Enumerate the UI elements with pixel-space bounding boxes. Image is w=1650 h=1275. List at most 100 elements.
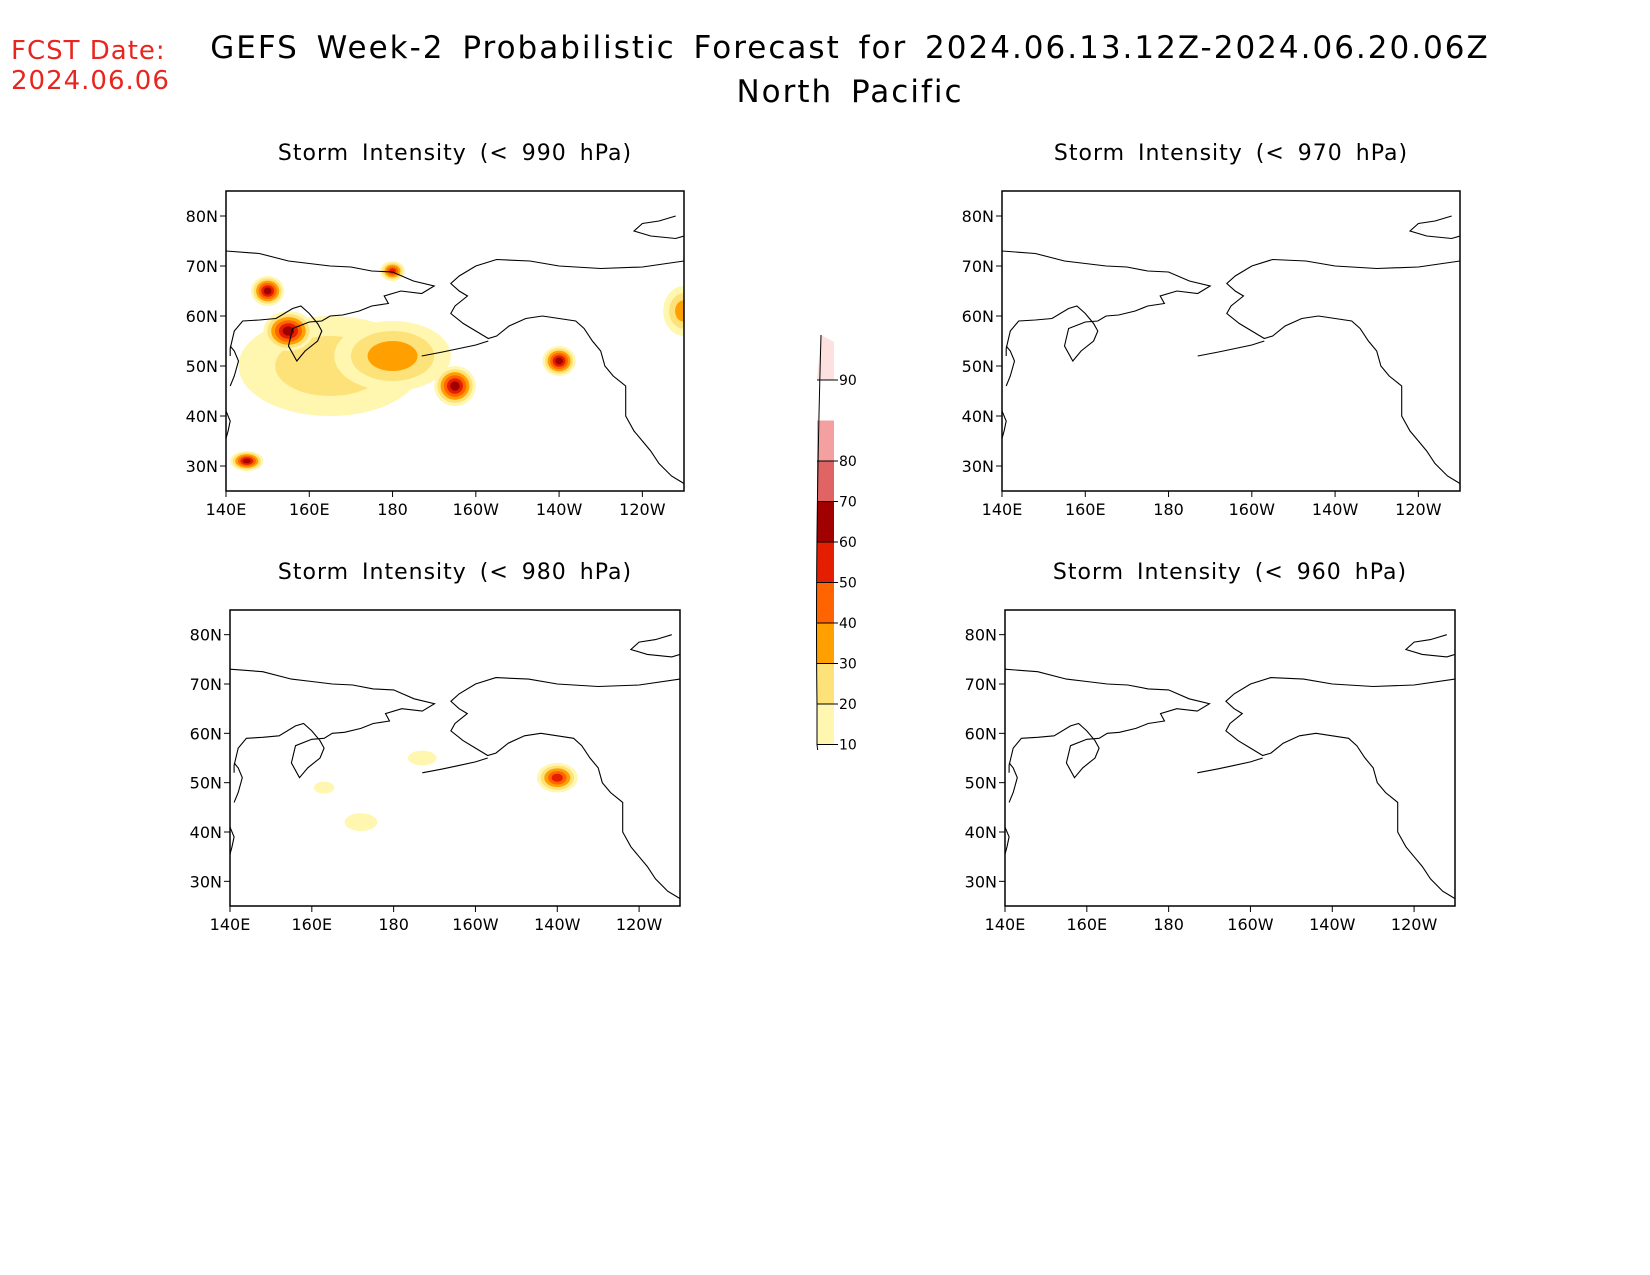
lat-label: 30N (965, 872, 997, 891)
lon-label: 160W (1227, 915, 1274, 934)
lon-label: 140E (206, 500, 247, 519)
main-title: GEFS Week-2 Probabilistic Forecast for 2… (210, 30, 1490, 66)
lat-label: 50N (962, 357, 994, 376)
map-frame (1001, 190, 1461, 492)
lon-label: 180 (1153, 500, 1184, 519)
lat-label: 60N (965, 724, 997, 743)
probability-colorbar: 10 20 30 40 50 60 70 80 90 (816, 334, 857, 750)
lon-label: 180 (377, 500, 408, 519)
lat-label: 50N (186, 357, 218, 376)
lon-label: 120W (616, 915, 663, 934)
colorbar-label: 50 (839, 576, 857, 592)
lat-label: 80N (186, 207, 218, 226)
lon-label: 140W (1312, 500, 1359, 519)
colorbar-label: 90 (839, 373, 857, 389)
colorbar-label: 60 (839, 535, 857, 551)
lat-label: 30N (186, 457, 218, 476)
lat-label: 40N (186, 407, 218, 426)
lat-label: 80N (190, 626, 222, 645)
probability-area (675, 300, 684, 322)
fcst-date: 2024.06.06 (11, 66, 170, 96)
coastline (1002, 410, 1007, 439)
colorbar-segment (817, 420, 834, 461)
forecast-date-label: FCST Date: 2024.06.06 (11, 36, 170, 96)
map-frame (1004, 609, 1456, 907)
map-frame (225, 190, 685, 492)
colorbar-label: 20 (839, 697, 857, 713)
lon-label: 140W (536, 500, 583, 519)
panel-title: Storm Intensity (< 970 hPa) (1053, 141, 1409, 166)
map-frame (229, 609, 681, 907)
lon-label: 180 (1153, 915, 1184, 934)
colorbar-label: 70 (839, 495, 857, 511)
lat-label: 60N (962, 307, 994, 326)
region-subtitle: North Pacific (736, 74, 964, 110)
probability-area (367, 341, 418, 371)
colorbar-segment (817, 663, 834, 704)
coastline (1404, 634, 1455, 658)
lat-label: 70N (186, 257, 218, 276)
lat-label: 40N (190, 823, 222, 842)
coastline (1002, 250, 1212, 362)
lon-label: 180 (378, 915, 409, 934)
map-svg: 80N 70N 60N 50N 40N 30N 140E 160E 180 160W 140W 120… (190, 609, 681, 934)
lon-label: 140W (1309, 915, 1356, 934)
colorbar-outline (816, 334, 822, 750)
map-svg: 80N 70N 60N 50N 40N 30N 140E 160E 180 160W 140W 120… (186, 190, 685, 519)
panel-title: Storm Intensity (< 960 hPa) (1052, 560, 1408, 585)
fcst-label: FCST Date: (11, 36, 166, 66)
coastline (1005, 345, 1016, 387)
coastline (449, 258, 684, 484)
colorbar-segment (817, 704, 834, 745)
lon-label: 160E (291, 915, 332, 934)
map-svg: 80N 70N 60N 50N 40N 30N 140E 160E 180 160W 140W 120… (965, 609, 1456, 934)
lat-label: 30N (190, 872, 222, 891)
coastline (422, 757, 488, 774)
coastline (1005, 668, 1211, 779)
coastline (1197, 340, 1265, 357)
lon-label: 160E (1066, 915, 1107, 934)
lon-label: 160W (1229, 500, 1276, 519)
lat-label: 40N (962, 407, 994, 426)
coastline (1008, 762, 1018, 803)
coastline (1408, 215, 1460, 240)
probability-area (313, 781, 335, 794)
coastline (226, 250, 436, 362)
coastline (226, 410, 231, 439)
panel-title: Storm Intensity (< 990 hPa) (277, 141, 633, 166)
lon-label: 120W (619, 500, 666, 519)
coastline (632, 215, 684, 240)
lon-label: 120W (1391, 915, 1438, 934)
lat-label: 40N (965, 823, 997, 842)
lon-label: 140W (534, 915, 581, 934)
colorbar-segment (817, 501, 834, 542)
lon-label: 160E (289, 500, 330, 519)
colorbar-segment (817, 623, 834, 664)
coastline (1197, 757, 1263, 774)
lon-label: 160W (452, 915, 499, 934)
coastline (230, 826, 235, 855)
coastline (233, 762, 243, 803)
coastline (229, 345, 240, 387)
coastline (450, 677, 680, 900)
lon-label: 160W (453, 500, 500, 519)
lat-label: 60N (186, 307, 218, 326)
lat-label: 80N (962, 207, 994, 226)
lat-label: 50N (965, 774, 997, 793)
map-svg: 80N 70N 60N 50N 40N 30N 140E 160E 180 160W 140W 120… (962, 190, 1461, 519)
lat-label: 60N (190, 724, 222, 743)
probability-area (407, 750, 437, 766)
lon-label: 120W (1395, 500, 1442, 519)
lon-label: 160E (1065, 500, 1106, 519)
lat-label: 70N (962, 257, 994, 276)
probability-area (242, 458, 251, 464)
colorbar-label: 30 (839, 657, 857, 673)
probability-area (555, 357, 563, 365)
probability-area (263, 287, 272, 295)
lat-label: 70N (965, 675, 997, 694)
lon-label: 140E (985, 915, 1026, 934)
coastline (1225, 677, 1455, 900)
colorbar-segment (817, 582, 834, 623)
probability-area (344, 813, 378, 832)
colorbar-segment (817, 335, 834, 380)
